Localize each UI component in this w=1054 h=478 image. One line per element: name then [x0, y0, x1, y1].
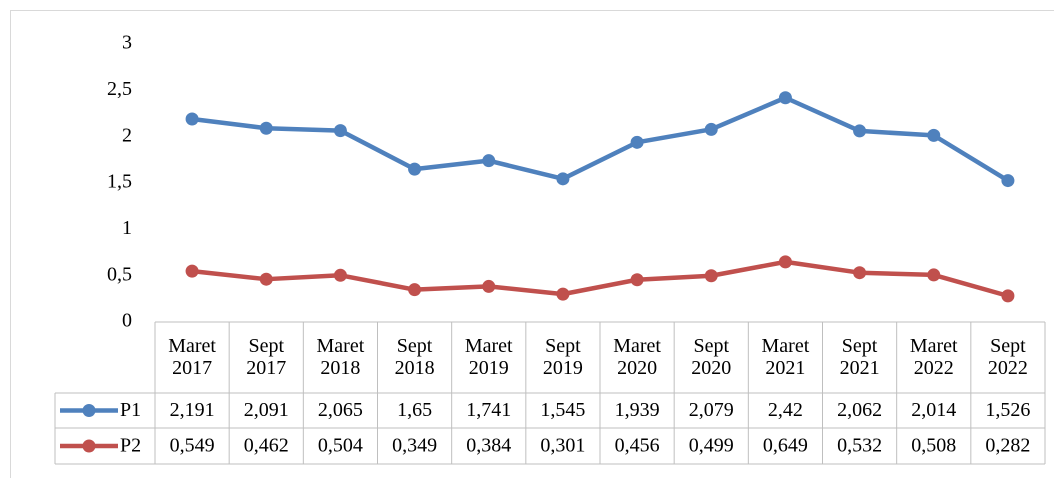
- data-point: [853, 124, 867, 138]
- x-tick-label: Maret 2017: [168, 335, 216, 379]
- x-tick-label: Maret 2019: [464, 335, 513, 379]
- data-label: 0,504: [318, 435, 363, 457]
- data-point: [1001, 289, 1015, 303]
- data-label: 1,65: [397, 399, 432, 421]
- chart-border: [10, 10, 1054, 478]
- data-point: [259, 272, 273, 286]
- data-point: [704, 269, 718, 283]
- data-label: 0,349: [392, 435, 437, 457]
- data-point: [556, 287, 570, 301]
- data-point: [259, 121, 273, 135]
- x-tick-label: Sept 2022: [987, 335, 1028, 379]
- data-point: [927, 128, 941, 142]
- data-point: [778, 91, 792, 105]
- data-label: 2,062: [837, 399, 882, 421]
- legend-label: P1: [120, 399, 141, 421]
- data-label: 0,499: [689, 435, 734, 457]
- x-tick-label: Sept 2017: [246, 335, 287, 379]
- x-tick-label: Sept 2019: [542, 335, 583, 379]
- data-label: 1,526: [985, 399, 1030, 421]
- data-label: 0,301: [540, 435, 585, 457]
- y-tick-label: 0: [122, 310, 132, 332]
- y-tick-label: 2,5: [107, 78, 132, 100]
- y-tick-label: 1: [122, 217, 132, 239]
- data-point: [704, 122, 718, 136]
- series-line: [191, 259, 1009, 299]
- data-label: 0,282: [985, 435, 1030, 457]
- x-tick-label: Maret 2022: [909, 335, 958, 379]
- data-point: [408, 283, 422, 297]
- series-line: [191, 95, 1010, 183]
- y-tick-label: 1,5: [107, 171, 132, 193]
- data-point: [482, 154, 496, 168]
- legend-marker: [82, 404, 96, 417]
- legend-label: P2: [120, 435, 141, 457]
- data-label: 1,741: [466, 399, 511, 421]
- y-tick-label: 0,5: [107, 263, 132, 285]
- legend-marker: [82, 439, 96, 453]
- data-point: [185, 264, 199, 278]
- x-tick-label: Sept 2018: [394, 335, 435, 379]
- x-tick-label: Maret 2018: [316, 335, 365, 379]
- data-label: 2,42: [768, 399, 803, 421]
- x-tick-label: Sept 2021: [839, 335, 880, 379]
- y-tick-label: 3: [122, 32, 132, 54]
- data-point: [185, 112, 199, 126]
- data-point: [853, 266, 867, 280]
- data-label: 0,384: [466, 435, 511, 457]
- data-label: 1,545: [540, 399, 585, 421]
- data-label: 0,549: [170, 435, 215, 457]
- data-label: 0,532: [837, 435, 882, 457]
- data-label: 2,191: [170, 399, 215, 421]
- data-label: 2,079: [689, 399, 734, 421]
- data-point: [482, 279, 496, 293]
- data-point: [630, 135, 644, 149]
- data-label: 2,014: [911, 399, 956, 421]
- x-tick-label: Maret 2020: [613, 335, 661, 379]
- y-tick-label: 2: [122, 124, 132, 146]
- data-label: 0,456: [615, 435, 660, 457]
- data-point: [778, 255, 792, 269]
- data-point: [927, 268, 941, 282]
- x-tick-label: Maret 2021: [761, 335, 810, 379]
- data-label: 0,508: [911, 435, 956, 457]
- x-tick-label: Sept 2020: [691, 335, 732, 379]
- data-point: [333, 268, 347, 282]
- data-point: [1001, 174, 1015, 188]
- data-point: [408, 162, 422, 176]
- data-label: 2,091: [244, 399, 289, 421]
- data-point: [630, 273, 644, 287]
- data-label: 0,462: [244, 435, 289, 457]
- data-point: [333, 124, 347, 138]
- data-point: [556, 172, 570, 186]
- data-label: 1,939: [615, 399, 660, 421]
- data-label: 2,065: [318, 399, 363, 421]
- data-label: 0,649: [763, 435, 808, 457]
